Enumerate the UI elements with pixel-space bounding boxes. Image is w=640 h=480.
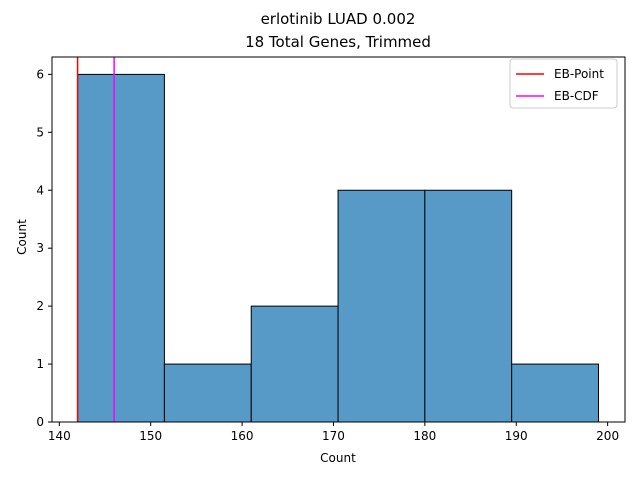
histogram-bar-6 xyxy=(511,363,599,423)
y-tick-label-5: 5 xyxy=(36,125,44,139)
plot-frame xyxy=(51,56,626,423)
y-tick-label-2: 2 xyxy=(36,299,44,313)
histogram-bar-1 xyxy=(77,73,165,423)
legend-label-eb-cdf: EB-CDF xyxy=(554,89,599,103)
x-tick-label-190: 190 xyxy=(505,429,528,443)
y-tick-label-0: 0 xyxy=(36,415,44,429)
reference-lines xyxy=(76,57,115,422)
y-axis-label: Count xyxy=(15,219,29,255)
y-tick-label-3: 3 xyxy=(36,241,44,255)
x-axis-label: Count xyxy=(320,451,356,465)
x-tick-label-160: 160 xyxy=(231,429,254,443)
x-tick-label-200: 200 xyxy=(596,429,619,443)
histogram-bar-3 xyxy=(250,305,339,423)
x-axis-ticks: 140 150 160 170 180 190 200 xyxy=(48,422,619,443)
histogram-bars xyxy=(77,73,599,423)
chart-title: erlotinib LUAD 0.002 xyxy=(261,10,416,28)
x-tick-label-140: 140 xyxy=(48,429,71,443)
legend-label-eb-point: EB-Point xyxy=(554,67,604,81)
x-tick-label-150: 150 xyxy=(139,429,162,443)
chart-subtitle: 18 Total Genes, Trimmed xyxy=(245,33,431,51)
legend: EB-Point EB-CDF xyxy=(509,58,618,109)
x-tick-label-180: 180 xyxy=(413,429,436,443)
y-axis-ticks: 0 1 2 3 4 5 6 xyxy=(36,67,52,429)
y-tick-label-1: 1 xyxy=(36,357,44,371)
y-tick-label-4: 4 xyxy=(36,183,44,197)
x-tick-label-170: 170 xyxy=(322,429,345,443)
y-tick-label-6: 6 xyxy=(36,67,44,81)
histogram-bar-5 xyxy=(424,189,513,423)
histogram-bar-4 xyxy=(337,189,426,423)
histogram-bar-2 xyxy=(163,363,252,423)
